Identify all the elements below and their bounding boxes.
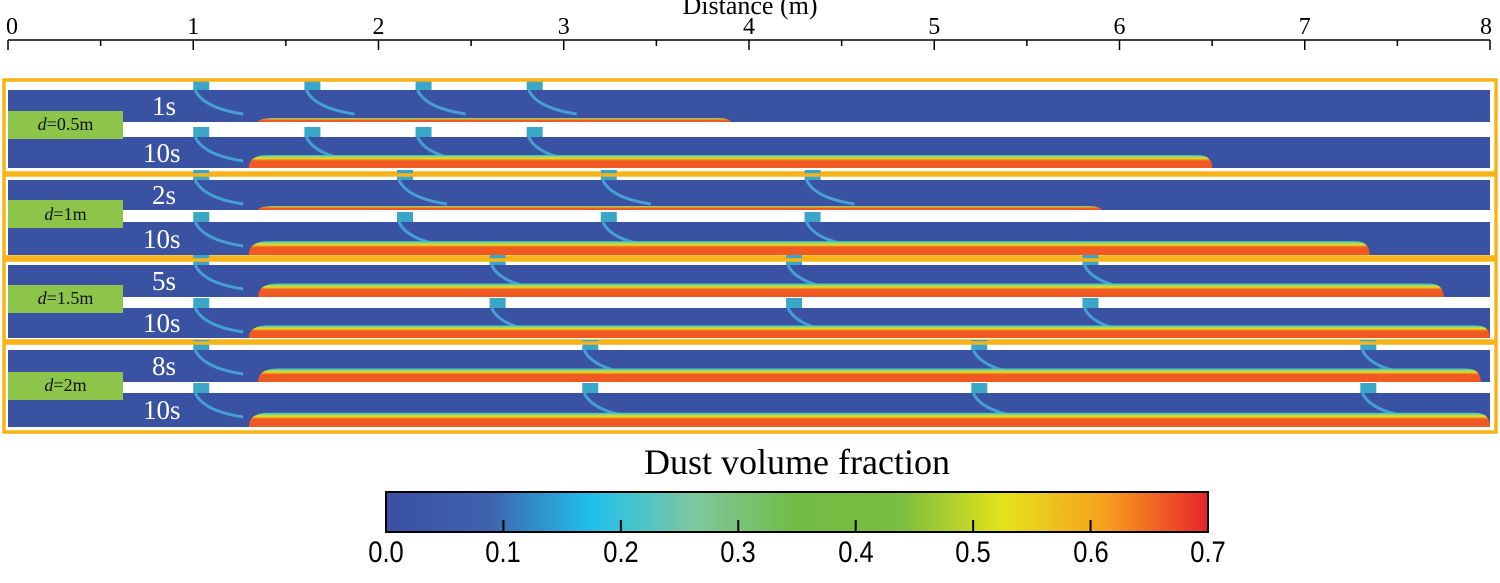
time-label: 10s xyxy=(143,137,181,168)
vent xyxy=(415,127,432,137)
dust-layer xyxy=(258,283,1444,297)
axis-tick-label: 0 xyxy=(6,14,18,40)
dust-layer xyxy=(248,241,1370,255)
time-label: 8s xyxy=(152,351,177,381)
dust-layer xyxy=(248,325,1491,338)
vent-jet xyxy=(305,89,355,116)
dust-layer xyxy=(248,412,1491,427)
spacing-label: d =1m xyxy=(8,200,123,228)
colorbar-tick-label: 0.4 xyxy=(837,536,874,569)
vent-jet xyxy=(193,392,244,419)
vent xyxy=(804,212,821,222)
vent-jet xyxy=(601,179,652,206)
group-frame xyxy=(2,258,1498,343)
time-label: 10s xyxy=(143,223,181,254)
time-label: 1s xyxy=(152,91,177,121)
spacing-value: =0.5m xyxy=(46,114,94,134)
spacing-var: d xyxy=(37,288,47,308)
spacing-value: =1.5m xyxy=(46,288,94,308)
vent xyxy=(193,383,210,393)
spacing-var: d xyxy=(44,375,54,395)
dust-layer xyxy=(258,118,731,122)
colorbar-tick-label: 0.7 xyxy=(1190,536,1226,569)
colorbar-tick-label: 0.5 xyxy=(955,536,991,569)
vent-jet xyxy=(193,349,244,376)
vent xyxy=(193,127,210,137)
vent xyxy=(415,80,432,90)
spacing-var: d xyxy=(37,114,47,134)
axis-tick-label: 1 xyxy=(187,14,200,40)
vent xyxy=(193,80,210,90)
axis-title: Distance (m) xyxy=(682,0,818,20)
vent xyxy=(1082,298,1099,308)
channel xyxy=(8,90,1490,122)
vent-jet xyxy=(527,89,577,116)
colorbar-title: Dust volume fraction xyxy=(644,442,950,482)
axis-tick-label: 5 xyxy=(928,14,941,40)
vent xyxy=(526,127,543,137)
vent xyxy=(397,212,414,222)
spacing-label: d =0.5m xyxy=(8,110,123,139)
axis-tick-label: 2 xyxy=(372,14,385,40)
axis-tick-label: 8 xyxy=(1480,14,1492,40)
vent-jet xyxy=(416,89,466,116)
colorbar-tick-label: 0.2 xyxy=(603,536,639,569)
vent xyxy=(600,212,617,222)
vent xyxy=(1360,383,1377,393)
vent-jet xyxy=(193,307,244,334)
dust-layer xyxy=(248,154,1213,168)
vent xyxy=(489,298,506,308)
group-frame xyxy=(2,341,1498,434)
vent xyxy=(526,80,543,90)
vent-jet xyxy=(193,136,244,163)
vent-jet xyxy=(193,264,244,291)
group-0 xyxy=(2,78,1498,175)
vent xyxy=(1360,340,1377,350)
vent xyxy=(193,212,210,222)
axis-tick-label: 4 xyxy=(743,14,755,40)
colorbar-tick-label: 0.3 xyxy=(720,536,757,569)
vent-jet xyxy=(805,179,855,206)
colorbar-tick-label: 0.1 xyxy=(485,536,522,569)
vent xyxy=(193,340,210,350)
time-label: 2s xyxy=(152,180,177,210)
group-frame xyxy=(2,173,1498,259)
dust-layer xyxy=(258,368,1481,382)
vent xyxy=(971,383,988,393)
vent xyxy=(304,127,321,137)
colorbar xyxy=(385,491,1209,533)
vent xyxy=(582,383,599,393)
spacing-label: d =2m xyxy=(8,371,123,400)
group-2 xyxy=(2,255,1498,343)
vent xyxy=(304,80,321,90)
colorbar-tick-label: 0.0 xyxy=(368,536,404,569)
vent xyxy=(786,298,803,308)
vent-jet xyxy=(397,179,448,206)
vent xyxy=(971,340,988,350)
vent xyxy=(582,340,599,350)
spacing-value: =2m xyxy=(53,375,87,395)
dust-layer xyxy=(258,206,1101,210)
axis-tick-label: 7 xyxy=(1298,14,1311,40)
group-frame xyxy=(2,78,1498,175)
spacing-label: d =1.5m xyxy=(8,284,123,313)
axis-tick-label: 6 xyxy=(1113,14,1126,40)
time-label: 10s xyxy=(143,395,181,425)
colorbar-tick-label: 0.6 xyxy=(1072,536,1109,569)
vent-jet xyxy=(193,221,244,248)
spacing-var: d xyxy=(44,203,54,224)
group-1 xyxy=(2,170,1498,259)
axis-tick-label: 3 xyxy=(557,14,570,40)
time-label: 5s xyxy=(152,266,177,296)
vent-jet xyxy=(193,179,244,206)
channel xyxy=(8,180,1490,210)
spacing-value: =1m xyxy=(53,203,87,224)
group-3 xyxy=(2,340,1498,434)
vent xyxy=(193,298,210,308)
vent-jet xyxy=(193,89,244,116)
time-label: 10s xyxy=(143,308,181,338)
